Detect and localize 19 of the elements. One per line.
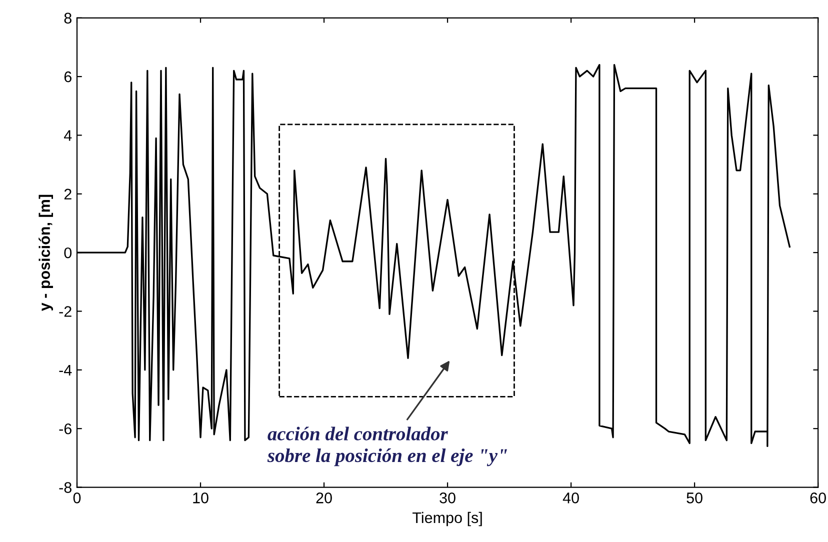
x-tick-label: 20 xyxy=(316,492,332,504)
x-axis-title: Tiempo [s] xyxy=(412,512,482,526)
y-tick-label: 6 xyxy=(64,71,72,82)
y-tick-label: -4 xyxy=(59,364,72,376)
x-tick-label: 30 xyxy=(440,492,456,504)
y-axis-title: y - posición, [m] xyxy=(38,194,54,312)
x-tick-label: 0 xyxy=(73,492,81,504)
x-tick-label: 60 xyxy=(810,492,826,504)
y-tick-label: 4 xyxy=(64,130,72,141)
annotation: acción del controlador sobre la posición en el eje "y" xyxy=(267,426,508,466)
y-tick-label: -8 xyxy=(59,482,72,493)
x-tick-label: 50 xyxy=(686,492,702,504)
y-tick-label: 2 xyxy=(64,188,72,200)
y-tick-label: 8 xyxy=(64,12,72,24)
x-tick-label: 40 xyxy=(562,492,579,504)
y-tick-label: -2 xyxy=(59,306,72,317)
y-tick-label: -6 xyxy=(59,423,72,434)
y-tick-label: 0 xyxy=(64,247,72,258)
x-tick-label: 10 xyxy=(193,492,208,504)
